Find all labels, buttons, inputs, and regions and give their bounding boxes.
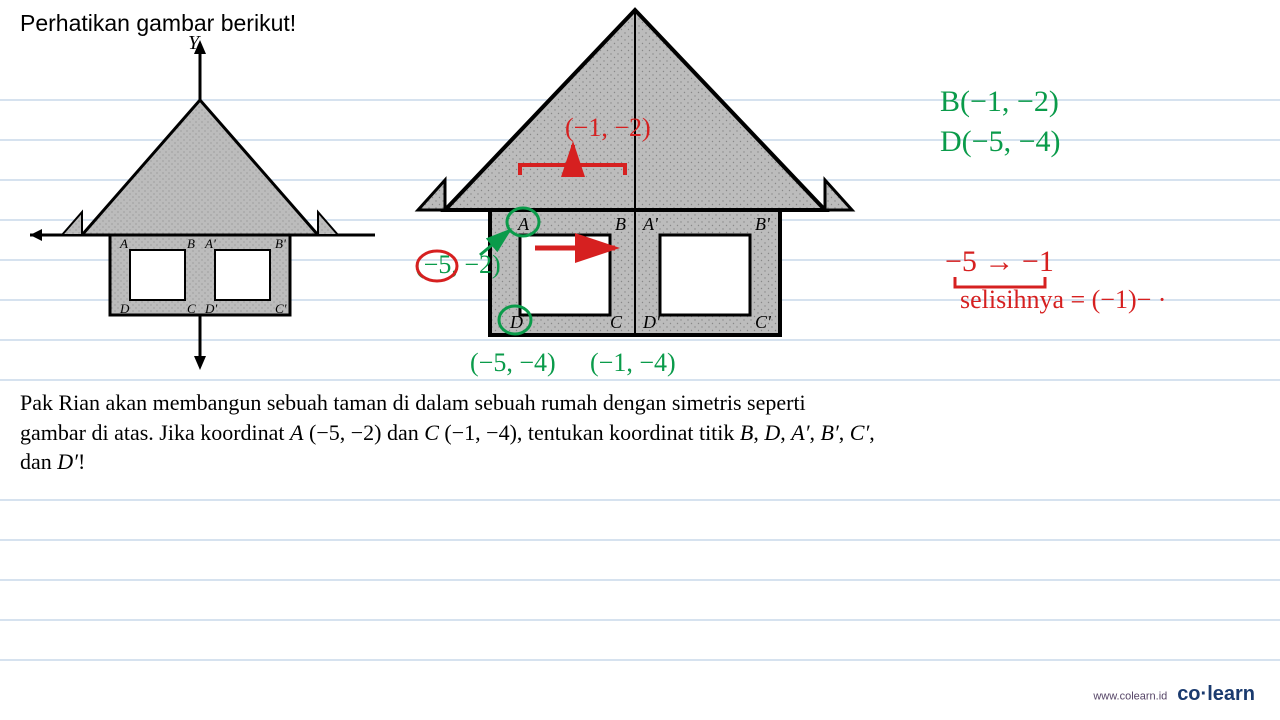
hand-b-coord: B(−1, −2) [940,85,1059,119]
problem-line1: Pak Rian akan membangun sebuah taman di … [20,390,806,415]
svg-text:D': D' [642,312,661,332]
B-letter: B [740,420,753,445]
svg-text:C': C' [275,301,287,316]
footer-brand: co·learn [1177,683,1255,705]
bang: ! [78,449,85,474]
problem-text: Pak Rian akan membangun sebuah taman di … [20,388,1100,477]
red-bracket-range [950,275,1080,295]
footer-url: www.colearn.id [1093,690,1167,702]
hand-coord-d: (−5, −4) [470,348,556,378]
A-coord: (−5, −2) [304,420,387,445]
svg-text:A': A' [642,214,659,234]
svg-text:B: B [615,214,626,234]
green-circle-label [413,248,493,284]
svg-text:C: C [187,301,196,316]
svg-text:B: B [187,236,195,251]
svg-text:A: A [517,214,530,234]
svg-text:D': D' [204,301,217,316]
svg-text:B': B' [755,214,771,234]
svg-text:D: D [119,301,130,316]
A-label: A [290,420,303,445]
hand-coord-c: (−1, −4) [590,348,676,378]
svg-text:A': A' [204,236,216,251]
D-letter: D [764,420,780,445]
C-label: C [424,420,439,445]
small-house-figure: A B A' B' D C D' C' [30,40,390,370]
and-word: dan [387,420,424,445]
svg-text:A: A [119,236,128,251]
svg-text:D: D [509,312,523,332]
tail-text: tentukan koordinat titik [522,420,740,445]
Bp-letter: B′ [821,420,839,445]
footer: www.colearn.id co·learn [1093,683,1255,706]
C-coord: (−1, −4), [439,420,522,445]
instruction-text: Perhatikan gambar berikut! [20,10,296,37]
svg-text:C: C [610,312,623,332]
svg-text:B': B' [275,236,286,251]
problem-line2a: gambar di atas. Jika koordinat [20,420,290,445]
Ap-letter: A′ [791,420,809,445]
Dp-letter: D′ [57,449,78,474]
big-house-figure: A B A' B' D C D' C' [410,0,870,390]
svg-text:C': C' [755,312,772,332]
line3-dan: dan [20,449,57,474]
hand-red-range: −5 → −1 [945,245,1054,279]
hand-red-top: (−1, −2) [565,113,651,143]
Cp-letter: C′ [850,420,870,445]
hand-d-coord: D(−5, −4) [940,125,1060,159]
